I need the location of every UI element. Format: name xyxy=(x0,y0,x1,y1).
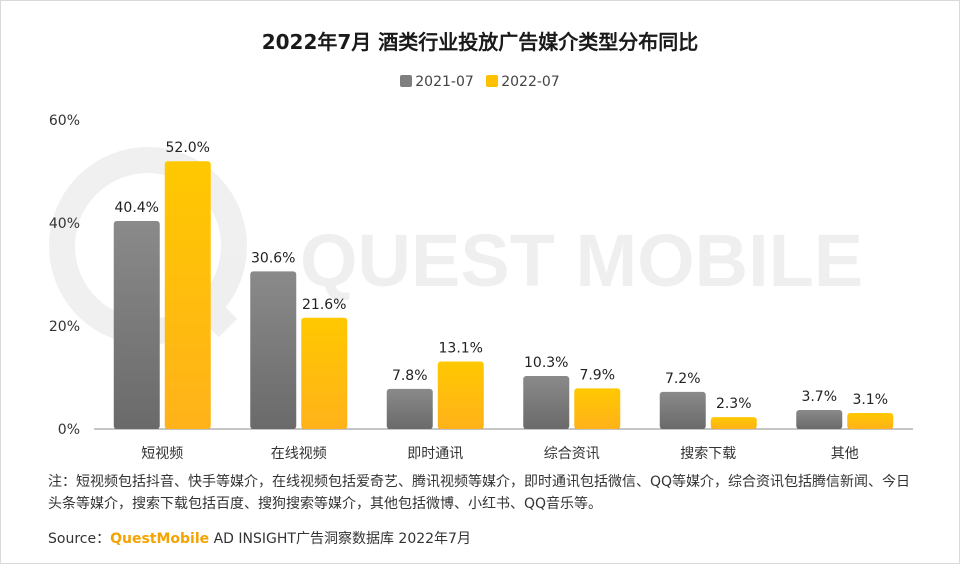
bar xyxy=(113,220,160,429)
data-label: 7.9% xyxy=(579,367,615,383)
legend-swatch-2022 xyxy=(486,75,499,87)
source-prefix: Source： xyxy=(48,531,111,547)
legend: 2021-07 2022-07 xyxy=(0,74,960,90)
bars: 40.4% 52.0% 30.6% 21.6% 7.8% 13.1% 10.3% 7.9% 7.… xyxy=(113,140,894,429)
bar xyxy=(301,317,348,429)
data-label: 21.6% xyxy=(302,297,346,313)
x-tick-label: 搜索下载 xyxy=(680,445,736,462)
y-tick-label: 60% xyxy=(49,113,80,129)
watermark-text: QUEST MOBILE xyxy=(300,219,863,302)
data-label: 13.1% xyxy=(439,341,483,357)
bar xyxy=(523,375,570,429)
footnote: 注：短视频包括抖音、快手等媒介，在线视频包括爱奇艺、腾讯视频等媒介，即时通讯包括… xyxy=(48,474,911,512)
bar xyxy=(659,391,706,429)
data-label: 3.7% xyxy=(801,389,837,405)
source-line: Source：QuestMobile AD INSIGHT广告洞察数据库 202… xyxy=(48,528,471,548)
y-tick-label: 0% xyxy=(58,422,80,438)
data-label: 10.3% xyxy=(524,355,568,371)
legend-item-2021: 2021-07 xyxy=(400,74,474,90)
bar xyxy=(847,413,894,429)
y-axis: 0% 20% 40% 60% xyxy=(49,113,80,438)
data-label: 7.8% xyxy=(392,368,428,384)
y-tick-label: 40% xyxy=(49,216,80,232)
x-tick-label: 在线视频 xyxy=(271,446,327,462)
data-label: 40.4% xyxy=(115,200,159,216)
data-label: 3.1% xyxy=(852,392,888,408)
y-tick-label: 20% xyxy=(49,319,80,335)
bar xyxy=(710,417,757,429)
bar xyxy=(164,161,211,429)
legend-label-2021: 2021-07 xyxy=(415,74,474,90)
x-tick-label: 短视频 xyxy=(141,446,183,462)
legend-swatch-2021 xyxy=(400,75,413,87)
data-label: 7.2% xyxy=(665,371,701,387)
legend-item-2022: 2022-07 xyxy=(486,74,560,90)
bar xyxy=(796,409,843,429)
bar-chart: QUEST MOBILE 0% 20% 40% 60% 40.4% 52.0% 30.6%… xyxy=(49,113,913,462)
source-suffix: AD INSIGHT广告洞察数据库 2022年7月 xyxy=(209,531,471,547)
x-tick-label: 即时通讯 xyxy=(407,446,463,462)
legend-label-2022: 2022-07 xyxy=(501,74,560,90)
x-tick-label: 其他 xyxy=(831,446,859,462)
data-label: 30.6% xyxy=(251,250,295,266)
data-label: 2.3% xyxy=(716,396,752,412)
x-axis: 短视频 在线视频 即时通讯 综合资讯 搜索下载 其他 xyxy=(141,445,859,462)
bar xyxy=(437,361,484,429)
source-brand: QuestMobile xyxy=(110,531,210,547)
x-tick-label: 综合资讯 xyxy=(544,446,600,462)
bar xyxy=(386,388,433,429)
bar xyxy=(250,271,297,429)
data-label: 52.0% xyxy=(166,140,210,156)
bar xyxy=(574,388,621,429)
chart-title: 2022年7月 酒类行业投放广告媒介类型分布同比 xyxy=(261,30,699,54)
